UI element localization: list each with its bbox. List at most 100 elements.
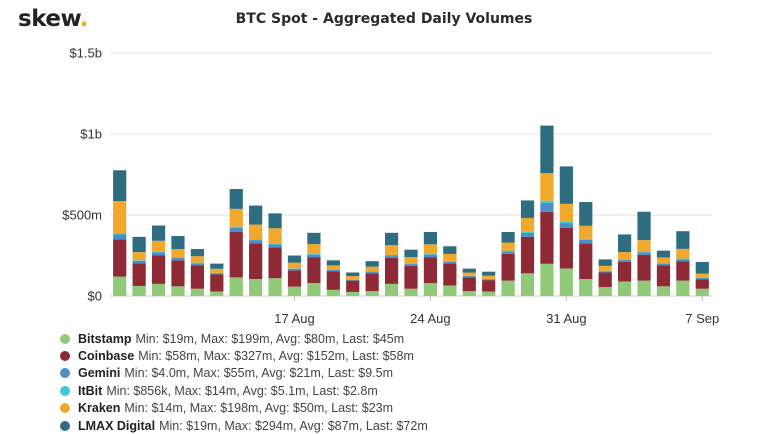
bar-segment-kraken[interactable] <box>385 245 398 255</box>
bar-segment-itbit[interactable] <box>560 222 573 223</box>
bar-segment-gemini[interactable] <box>599 271 612 272</box>
bar-segment-kraken[interactable] <box>657 257 670 263</box>
bar-segment-gemini[interactable] <box>366 272 379 273</box>
bar-segment-gemini[interactable] <box>113 234 126 239</box>
bar-segment-bitstamp[interactable] <box>463 291 476 296</box>
bar-segment-coinbase[interactable] <box>113 239 126 276</box>
bar-segment-kraken[interactable] <box>676 249 689 259</box>
bar-segment-bitstamp[interactable] <box>404 289 417 296</box>
bar-segment-bitstamp[interactable] <box>618 281 631 296</box>
bar-segment-coinbase[interactable] <box>424 257 437 283</box>
bar-segment-kraken[interactable] <box>113 201 126 233</box>
bar-segment-bitstamp[interactable] <box>249 279 262 296</box>
bar-segment-lmax-digital[interactable] <box>327 260 340 265</box>
bar-segment-gemini[interactable] <box>637 252 650 254</box>
bar-segment-kraken[interactable] <box>501 243 514 251</box>
bar-segment-coinbase[interactable] <box>579 243 592 279</box>
bar-segment-bitstamp[interactable] <box>152 284 165 296</box>
bar-segment-kraken[interactable] <box>230 209 243 227</box>
bar-segment-lmax-digital[interactable] <box>152 226 165 241</box>
bar-segment-lmax-digital[interactable] <box>521 200 534 217</box>
bar-segment-bitstamp[interactable] <box>268 278 281 296</box>
bar-segment-kraken[interactable] <box>540 173 553 201</box>
bar-segment-gemini[interactable] <box>171 258 184 260</box>
bar-segment-lmax-digital[interactable] <box>540 126 553 174</box>
bar-segment-bitstamp[interactable] <box>113 277 126 296</box>
bar-segment-itbit[interactable] <box>676 259 689 260</box>
bar-segment-coinbase[interactable] <box>443 264 456 286</box>
bar-segment-gemini[interactable] <box>540 203 553 212</box>
bar-segment-kraken[interactable] <box>463 273 476 276</box>
bar-segment-kraken[interactable] <box>327 265 340 269</box>
bar-segment-coinbase[interactable] <box>637 255 650 281</box>
bar-segment-kraken[interactable] <box>424 244 437 254</box>
bar-segment-kraken[interactable] <box>443 254 456 261</box>
bar-segment-kraken[interactable] <box>366 267 379 272</box>
bar-segment-gemini[interactable] <box>696 278 709 280</box>
bar-segment-itbit[interactable] <box>152 251 165 252</box>
bar-segment-bitstamp[interactable] <box>133 286 146 296</box>
bar-segment-gemini[interactable] <box>210 273 223 274</box>
bar-segment-gemini[interactable] <box>268 244 281 247</box>
bar-segment-bitstamp[interactable] <box>540 264 553 296</box>
bar-segment-gemini[interactable] <box>133 261 146 263</box>
bar-segment-bitstamp[interactable] <box>501 281 514 296</box>
bar-segment-coinbase[interactable] <box>696 279 709 288</box>
bar-segment-bitstamp[interactable] <box>171 286 184 296</box>
bar-segment-kraken[interactable] <box>560 204 573 222</box>
bar-segment-coinbase[interactable] <box>657 265 670 286</box>
bar-segment-bitstamp[interactable] <box>521 273 534 296</box>
bar-segment-lmax-digital[interactable] <box>618 234 631 252</box>
bar-segment-coinbase[interactable] <box>676 261 689 280</box>
bar-segment-coinbase[interactable] <box>599 273 612 288</box>
bar-segment-lmax-digital[interactable] <box>249 206 262 225</box>
bar-segment-itbit[interactable] <box>501 251 514 252</box>
bar-segment-itbit[interactable] <box>113 233 126 234</box>
bar-segment-lmax-digital[interactable] <box>346 273 359 277</box>
bar-segment-coinbase[interactable] <box>307 257 320 283</box>
bar-segment-lmax-digital[interactable] <box>579 202 592 226</box>
bar-segment-bitstamp[interactable] <box>560 268 573 296</box>
bar-segment-lmax-digital[interactable] <box>424 232 437 244</box>
bar-segment-kraken[interactable] <box>482 276 495 279</box>
bar-segment-kraken[interactable] <box>191 256 204 262</box>
bar-segment-coinbase[interactable] <box>540 212 553 264</box>
bar-segment-lmax-digital[interactable] <box>171 236 184 249</box>
bar-segment-coinbase[interactable] <box>210 274 223 291</box>
bar-segment-kraken[interactable] <box>152 241 165 252</box>
bar-segment-kraken[interactable] <box>249 225 262 240</box>
bar-segment-kraken[interactable] <box>288 263 301 269</box>
bar-segment-bitstamp[interactable] <box>385 284 398 296</box>
bar-segment-itbit[interactable] <box>249 239 262 240</box>
bar-segment-lmax-digital[interactable] <box>230 189 243 209</box>
bar-segment-gemini[interactable] <box>404 264 417 266</box>
bar-segment-lmax-digital[interactable] <box>637 212 650 240</box>
bar-segment-gemini[interactable] <box>385 256 398 258</box>
bar-segment-gemini[interactable] <box>424 255 437 257</box>
bar-segment-bitstamp[interactable] <box>191 289 204 296</box>
bar-segment-kraken[interactable] <box>404 257 417 263</box>
bar-segment-bitstamp[interactable] <box>327 290 340 296</box>
bar-segment-coinbase[interactable] <box>618 262 631 281</box>
bar-segment-gemini[interactable] <box>579 240 592 244</box>
bar-segment-lmax-digital[interactable] <box>288 256 301 263</box>
bar-segment-bitstamp[interactable] <box>696 289 709 296</box>
bar-segment-kraken[interactable] <box>521 218 534 232</box>
bar-segment-bitstamp[interactable] <box>307 283 320 296</box>
bar-segment-lmax-digital[interactable] <box>385 233 398 245</box>
bar-segment-itbit[interactable] <box>133 260 146 261</box>
bar-segment-bitstamp[interactable] <box>579 279 592 296</box>
bar-segment-gemini[interactable] <box>327 270 340 271</box>
bar-segment-bitstamp[interactable] <box>599 287 612 296</box>
bar-segment-coinbase[interactable] <box>288 270 301 286</box>
bar-segment-kraken[interactable] <box>599 266 612 271</box>
bar-segment-lmax-digital[interactable] <box>599 259 612 265</box>
bar-segment-coinbase[interactable] <box>230 232 243 277</box>
bar-segment-lmax-digital[interactable] <box>657 251 670 258</box>
bar-segment-coinbase[interactable] <box>327 271 340 290</box>
bar-segment-gemini[interactable] <box>249 240 262 243</box>
bar-segment-kraken[interactable] <box>696 274 709 278</box>
